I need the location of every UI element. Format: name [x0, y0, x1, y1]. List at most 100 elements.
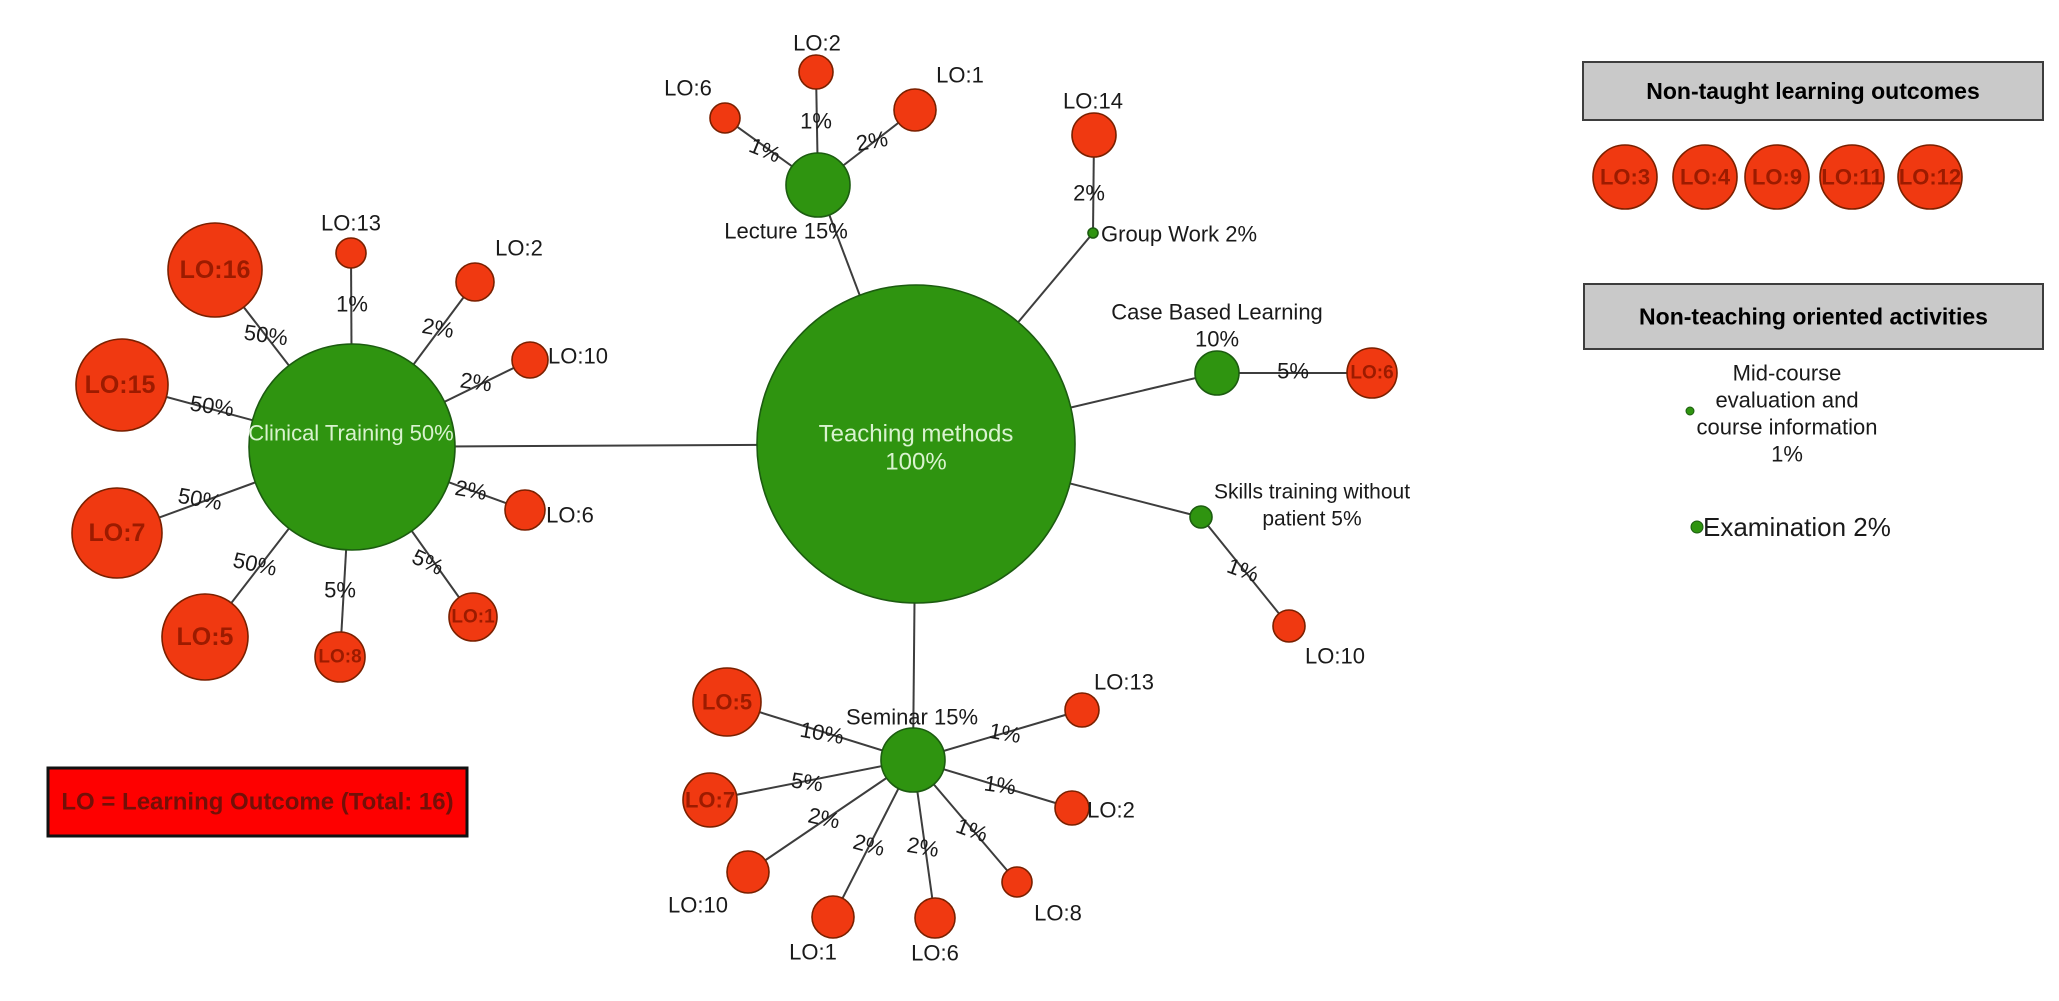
node-label-skills: Skills training without — [1214, 481, 1410, 504]
node-c-lo2 — [455, 262, 495, 302]
edge-label-clinical-c-lo15: 50% — [188, 391, 235, 422]
edge-label-clinical-c-lo8: 5% — [324, 578, 356, 603]
edge-label-seminar-se-lo1: 2% — [850, 829, 887, 861]
node-se-lo5 — [692, 667, 762, 737]
node-c-lo13 — [335, 237, 367, 269]
node-lecture — [785, 152, 851, 218]
legend-activity-dot-0 — [1685, 406, 1695, 416]
node-label-case: Case Based Learning — [1111, 300, 1323, 325]
node-l-lo6 — [709, 102, 741, 134]
legend-lo-circle-2 — [1744, 144, 1810, 210]
node-case — [1194, 350, 1240, 396]
node-c-lo5 — [161, 593, 249, 681]
node-label-se-lo10: LO:10 — [668, 893, 728, 918]
edge-seminar-se-lo10 — [747, 759, 914, 873]
legend-lo-label-0: LO:3 — [1600, 165, 1650, 190]
node-label-seminar: Seminar 15% — [846, 705, 978, 730]
edge-label-case-cb-lo6: 5% — [1277, 359, 1309, 384]
legend-activity-line-0-2: course information — [1697, 415, 1878, 440]
legend-non-taught-box — [1582, 61, 2044, 121]
legend-lo-circle-3 — [1819, 144, 1885, 210]
node-label-case-1: 10% — [1195, 327, 1239, 352]
node-c-lo1 — [448, 592, 498, 642]
legend-non-teaching-title: Non-teaching oriented activities — [1639, 304, 1988, 330]
node-label-se-lo13: LO:13 — [1094, 670, 1154, 695]
node-label-l-lo2: LO:2 — [793, 31, 841, 56]
legend-lo-label-2: LO:9 — [1752, 165, 1802, 190]
node-label-c-lo10: LO:10 — [548, 344, 608, 369]
node-se-lo2 — [1054, 790, 1090, 826]
legend-non-teaching-box — [1583, 283, 2044, 350]
node-seminar — [880, 727, 946, 793]
note-box — [46, 766, 469, 838]
legend-activity-line-1-0: Examination 2% — [1703, 512, 1891, 542]
node-c-lo10 — [511, 341, 549, 379]
edge-label-clinical-c-lo16: 50% — [242, 320, 289, 351]
node-se-lo6 — [914, 897, 956, 939]
node-label-c-lo2: LO:2 — [495, 236, 543, 261]
node-groupwork — [1087, 227, 1099, 239]
edge-label-seminar-se-lo5: 10% — [798, 717, 846, 749]
node-s-lo10 — [1272, 609, 1306, 643]
node-label-c-lo8: LO:8 — [318, 647, 361, 668]
node-label-c-lo7: LO:7 — [89, 519, 146, 547]
node-se-lo13 — [1064, 692, 1100, 728]
node-label-skills-1: patient 5% — [1262, 508, 1361, 531]
node-l-lo2 — [798, 54, 834, 90]
note-label: LO = Learning Outcome (Total: 16) — [61, 789, 453, 816]
edge-label-clinical-c-lo6: 2% — [453, 475, 489, 505]
edge-label-groupwork-g-lo14: 2% — [1073, 181, 1105, 206]
legend-activity-line-0-0: Mid-course — [1733, 361, 1842, 386]
legend-lo-circle-4 — [1897, 144, 1963, 210]
node-se-lo1 — [811, 895, 855, 939]
edge-label-seminar-se-lo8: 1% — [953, 813, 991, 847]
edge-label-seminar-se-lo7: 5% — [790, 767, 825, 796]
node-c-lo7 — [71, 487, 163, 579]
legend-activity-dot-1 — [1690, 520, 1704, 534]
node-label-g-lo14: LO:14 — [1063, 89, 1123, 114]
node-label-c-lo15: LO:15 — [85, 371, 156, 399]
legend-lo-label-3: LO:11 — [1821, 165, 1882, 190]
node-teaching — [756, 284, 1076, 604]
node-label-c-lo6: LO:6 — [546, 503, 594, 528]
edge-label-lecture-l-lo1: 2% — [854, 126, 890, 156]
edge-label-clinical-c-lo10: 2% — [459, 367, 494, 396]
node-se-lo10 — [726, 850, 770, 894]
edge-label-lecture-l-lo2: 1% — [800, 109, 832, 134]
edge-label-clinical-c-lo5: 50% — [231, 547, 279, 581]
node-c-lo6 — [504, 489, 546, 531]
node-label-se-lo7: LO:7 — [685, 788, 735, 813]
node-label-l-lo6: LO:6 — [664, 76, 712, 101]
node-label-teaching-1: 100% — [885, 449, 946, 476]
node-label-c-lo13: LO:13 — [321, 211, 381, 236]
edge-label-seminar-se-lo6: 2% — [905, 832, 941, 862]
legend-lo-circle-0 — [1592, 144, 1658, 210]
node-label-groupwork: Group Work 2% — [1101, 222, 1257, 247]
node-label-se-lo6: LO:6 — [911, 941, 959, 966]
edge-label-skills-s-lo10: 1% — [1224, 553, 1262, 587]
legend-lo-label-1: LO:4 — [1680, 165, 1731, 190]
edge-label-seminar-se-lo13: 1% — [987, 718, 1023, 748]
node-skills — [1189, 505, 1213, 529]
node-c-lo16 — [167, 222, 263, 318]
node-label-teaching: Teaching methods — [819, 421, 1014, 448]
node-label-se-lo1: LO:1 — [789, 940, 837, 965]
node-se-lo7 — [682, 772, 738, 828]
node-g-lo14 — [1071, 112, 1117, 158]
edge-skills-s-lo10 — [1200, 516, 1290, 627]
node-label-se-lo5: LO:5 — [702, 690, 752, 715]
edge-label-clinical-c-lo13: 1% — [336, 292, 368, 317]
node-label-c-lo1: LO:1 — [451, 607, 495, 628]
legend-activity-line-0-1: evaluation and — [1715, 388, 1858, 413]
node-se-lo8 — [1001, 866, 1033, 898]
node-label-lecture: Lecture 15% — [724, 219, 848, 244]
node-cb-lo6 — [1346, 347, 1398, 399]
node-l-lo1 — [893, 88, 937, 132]
node-label-se-lo2: LO:2 — [1087, 798, 1135, 823]
node-c-lo8 — [314, 631, 366, 683]
node-label-l-lo1: LO:1 — [936, 63, 984, 88]
node-label-clinical: Clinical Training 50% — [248, 421, 453, 446]
legend-lo-label-4: LO:12 — [1899, 165, 1961, 190]
legend-non-taught-title: Non-taught learning outcomes — [1646, 78, 1980, 104]
